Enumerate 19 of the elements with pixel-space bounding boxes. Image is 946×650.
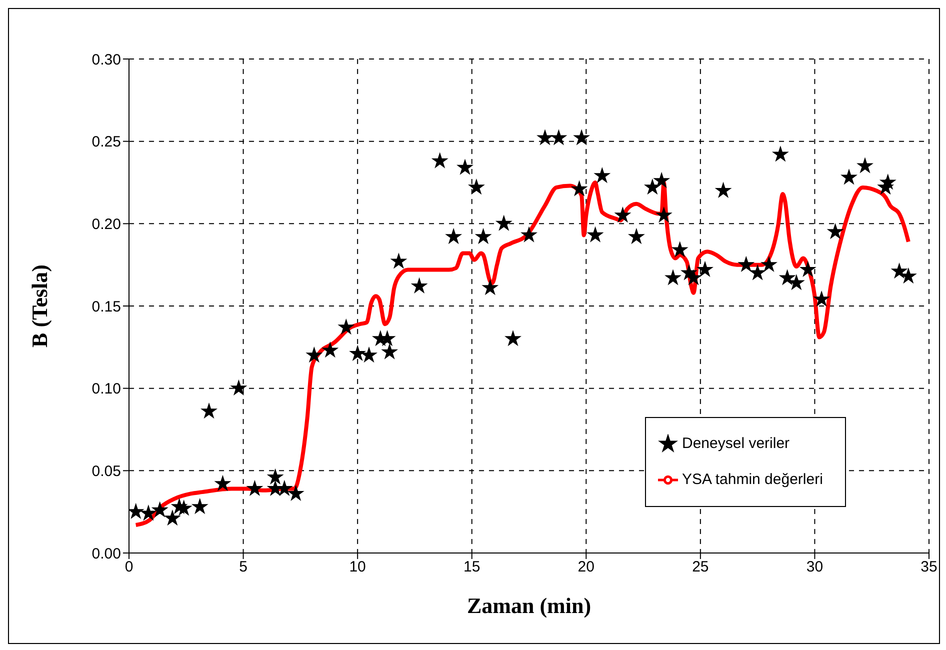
x-tick-label: 25 [692,558,709,576]
y-axis-title: B (Tesla) [26,264,52,348]
legend-label: YSA tahmin değerleri [682,471,823,488]
x-tick-label: 15 [464,558,480,576]
y-tick-label: 0.25 [92,134,121,151]
x-tick-label: 20 [578,558,594,576]
y-tick-label: 0.00 [92,545,121,562]
y-tick-label: 0.20 [92,216,121,233]
x-tick-label: 30 [806,558,824,576]
y-tick-label: 0.10 [92,380,121,398]
y-tick-label: 0.15 [92,298,121,316]
y-tick-label: 0.30 [92,51,121,68]
x-axis-title: Zaman (min) [466,593,592,618]
x-tick-label: 0 [124,558,134,576]
x-tick-label: 35 [920,558,938,576]
x-tick-label: 5 [239,558,248,576]
x-tick-label: 10 [349,558,366,576]
legend-label: Deneysel veriler [682,435,790,452]
y-tick-label: 0.05 [92,462,121,480]
